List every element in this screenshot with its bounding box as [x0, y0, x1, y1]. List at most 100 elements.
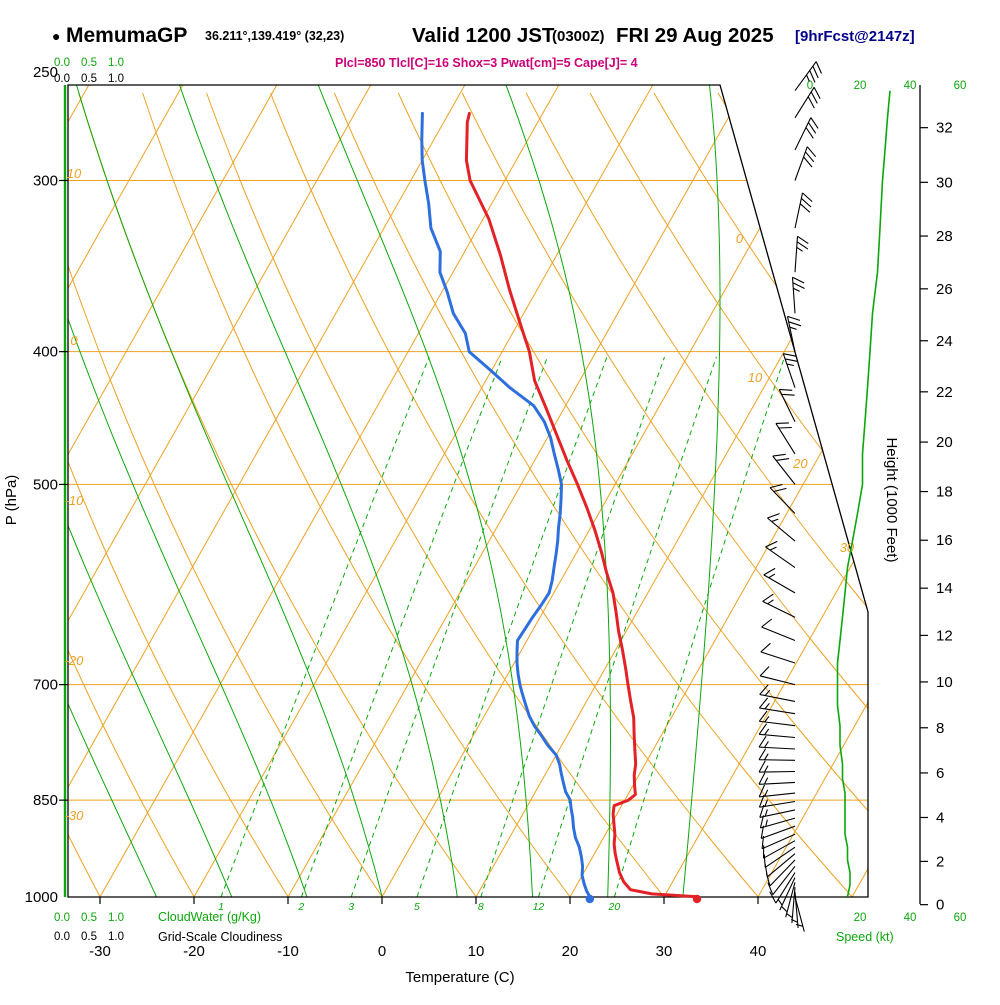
sounding-profiles — [420, 111, 702, 904]
wind-barb — [758, 748, 796, 761]
wind-barb — [763, 846, 796, 868]
mixing-ratio-label: 20 — [608, 901, 621, 913]
wind-barb — [777, 877, 796, 911]
height-tick-label: 18 — [936, 484, 953, 501]
wind-barb — [794, 146, 817, 181]
pressure-tick-label: 850 — [33, 792, 58, 809]
dry-adiabat-line — [0, 741, 6, 897]
cloudiness-scale-label: 0.5 — [81, 931, 97, 943]
cloudwater-legend: CloudWater (g/Kg) — [158, 910, 261, 924]
wind-barb — [761, 618, 796, 642]
temperature-curve-surface-dot — [692, 894, 702, 904]
dry-adiabat-line — [68, 92, 383, 897]
height-tick-label: 30 — [936, 174, 953, 191]
wind-barb — [794, 87, 821, 119]
temperature-curve — [464, 111, 699, 899]
moist-adiabat-line — [68, 85, 157, 897]
valid-time: Valid 1200 JST — [412, 24, 555, 47]
isotherm-line — [381, 85, 842, 897]
speed-scale-label: 20 — [854, 912, 867, 924]
dry-adiabat-line — [333, 92, 853, 897]
dry-adiabat-line — [78, 92, 477, 897]
isotherm-line — [193, 85, 654, 897]
wind-barb — [767, 513, 796, 542]
station-coords: 36.211°,139.419° (32,23) — [205, 29, 344, 43]
temperature-tick-label: 0 — [378, 943, 386, 960]
wind-barb — [758, 784, 796, 798]
pressure-axis-title: P (hPa) — [3, 475, 20, 526]
wind-barb — [763, 567, 796, 594]
forecast-tag: [9hrFcst@2147z] — [795, 28, 915, 45]
isotherm-line — [99, 85, 560, 897]
wind-barb — [759, 666, 796, 686]
wind-barb — [778, 388, 796, 422]
wind-barb — [758, 735, 796, 750]
mixing-ratio-label: 1 — [218, 901, 224, 913]
wind-barb — [782, 353, 799, 388]
background-grid — [0, 85, 868, 897]
wind-barb — [760, 642, 796, 664]
pressure-tick-label: 400 — [33, 344, 58, 361]
utc-time: (0300Z) — [552, 28, 605, 45]
temperature-tick-label: -20 — [183, 943, 205, 960]
cloudwater-scale-label: 0.0 — [54, 912, 70, 924]
wind-barb — [786, 887, 796, 924]
cloudwater-scale-label: 0.5 — [81, 912, 97, 924]
height-tick-label: 0 — [936, 897, 944, 914]
temperature-tick-label: 20 — [562, 943, 579, 960]
wind-layer — [758, 61, 891, 932]
temperature-tick-label: -10 — [277, 943, 299, 960]
dry-adiabat-label: 10 — [67, 166, 82, 181]
cloudwater-scale-label: 1.0 — [108, 57, 124, 69]
wind-barb — [769, 483, 796, 514]
height-tick-label: 6 — [936, 765, 944, 782]
height-tick-label: 22 — [936, 384, 953, 401]
temperature-tick-label: 10 — [468, 943, 485, 960]
height-tick-label: 4 — [936, 809, 944, 826]
mixing-ratio-line — [480, 356, 665, 897]
speed-scale-label: 60 — [954, 912, 967, 924]
height-tick-label: 32 — [936, 120, 953, 137]
pressure-tick-label: 500 — [33, 476, 58, 493]
cloudiness-scale-label: 0.0 — [54, 931, 70, 943]
speed-scale-label: 20 — [854, 80, 867, 92]
static-labels: ● MemumaGP 36.211°,139.419° (32,23) Vali… — [3, 24, 915, 986]
wind-barb — [794, 235, 809, 273]
wind-barb — [758, 772, 796, 785]
mixing-ratio-line — [613, 356, 785, 897]
dry-adiabat-line — [206, 92, 665, 897]
dry-adiabat-line — [397, 92, 868, 897]
cloudiness-scale-label: 0.0 — [54, 73, 70, 85]
mixing-ratio-line — [538, 356, 717, 897]
isotherm-label: 20 — [792, 456, 808, 471]
cloudiness-scale-label: 0.5 — [81, 73, 97, 85]
wind-barb — [759, 815, 796, 829]
height-axis-title: Height (1000 Feet) — [883, 437, 900, 562]
cloudwater-scale-label: 0.0 — [54, 57, 70, 69]
wind-speed-curve — [836, 90, 891, 897]
wind-barb — [781, 882, 796, 918]
speed-scale-label: 40 — [904, 912, 917, 924]
mixing-ratio-line — [350, 356, 548, 897]
isotherm-line — [475, 85, 868, 897]
height-tick-label: 10 — [936, 674, 953, 691]
mixing-ratio-line — [416, 356, 608, 897]
plot-border — [67, 84, 869, 898]
isotherm-line — [68, 85, 184, 897]
wind-barb — [758, 697, 796, 715]
height-tick-label: 26 — [936, 281, 953, 298]
isotherm-line — [569, 85, 868, 897]
cloudiness-scale-label: 1.0 — [108, 73, 124, 85]
dry-adiabat-line — [525, 92, 868, 897]
dewpoint-curve — [420, 111, 592, 899]
mixing-ratio-line — [220, 356, 430, 897]
mixing-ratio-label: 8 — [478, 901, 484, 913]
isotherm-line — [663, 85, 868, 897]
cloudwater-scale-label: 0.5 — [81, 57, 97, 69]
pressure-tick-label: 700 — [33, 677, 58, 694]
wind-barb — [791, 276, 805, 314]
mixing-ratio-label: 3 — [348, 901, 354, 913]
